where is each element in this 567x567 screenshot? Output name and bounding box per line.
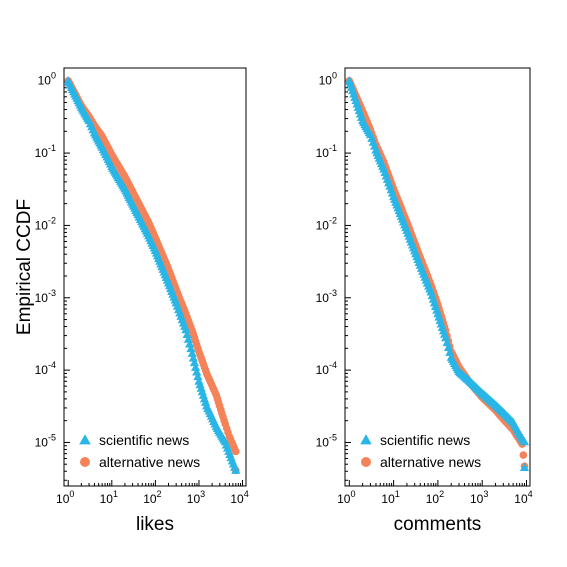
x-axis: 100 101 102 103 104 [56, 480, 249, 506]
x-axis: 100 101 102 103 104 [337, 480, 533, 506]
circle-marker [80, 457, 90, 467]
triangle-marker [192, 367, 202, 376]
series-layer [345, 76, 530, 471]
triangle-marker [79, 434, 91, 445]
y-tick-label: 10-1 [35, 143, 56, 160]
x-tick-label: 103 [470, 489, 488, 506]
triangle-marker [443, 342, 454, 352]
triangle-marker [442, 338, 452, 347]
y-tick-label: 10-5 [35, 432, 56, 449]
triangle-marker [519, 462, 530, 471]
x-tick-label: 101 [381, 489, 399, 506]
comments-panel: 100 101 102 103 104 100 10-1 10-2 10-3 10-4 10-5 co… [316, 67, 533, 535]
legend: scientific news alternative news [360, 432, 481, 470]
x-axis-title: likes [136, 514, 174, 535]
triangle-marker [193, 372, 203, 381]
x-tick-label: 101 [100, 489, 118, 506]
y-tick-label: 10-3 [35, 288, 56, 305]
series-layer [64, 76, 241, 475]
triangle-marker [182, 329, 192, 339]
y-tick-label: 10-2 [316, 215, 337, 232]
x-tick-label: 102 [426, 489, 444, 506]
triangle-marker [231, 465, 241, 474]
triangle-marker [190, 362, 201, 371]
y-tick-label: 100 [319, 71, 337, 88]
x-tick-label: 104 [230, 489, 248, 506]
triangle-marker [185, 339, 195, 348]
triangle-marker [186, 344, 196, 353]
y-axis: 100 10-1 10-2 10-3 10-4 10-5 [316, 71, 351, 481]
legend-label-scientific: scientific news [380, 432, 470, 448]
legend-label-alternative: alternative news [99, 454, 200, 470]
y-tick-label: 10-3 [316, 288, 337, 305]
y-axis-title: Empirical CCDF [14, 199, 35, 335]
triangle-marker [445, 347, 455, 356]
likes-panel: 100 101 102 103 104 100 10-1 10-2 10-3 10-4 10-5 li… [14, 67, 249, 535]
scientific-series [64, 76, 241, 474]
y-tick-label: 10-2 [35, 215, 56, 232]
x-axis-title: comments [394, 514, 482, 535]
circle-marker [231, 447, 240, 456]
x-tick-label: 100 [337, 489, 355, 506]
circle-marker [361, 457, 371, 467]
y-tick-label: 10-5 [316, 432, 337, 449]
triangle-marker [181, 325, 191, 334]
triangle-marker [441, 333, 451, 342]
triangle-marker [360, 434, 372, 445]
x-tick-label: 102 [143, 489, 161, 506]
legend-label-alternative: alternative news [380, 454, 481, 470]
x-tick-label: 104 [514, 489, 532, 506]
x-tick-label: 100 [56, 489, 74, 506]
triangle-marker [183, 334, 193, 343]
legend-label-scientific: scientific news [99, 432, 189, 448]
y-tick-label: 10-4 [35, 360, 56, 377]
x-tick-label: 103 [187, 489, 205, 506]
triangle-marker [188, 353, 198, 362]
triangle-marker [519, 437, 530, 446]
scientific-series [345, 76, 530, 471]
circle-marker [519, 451, 528, 459]
y-tick-label: 10-4 [316, 360, 337, 377]
triangle-marker [187, 348, 197, 357]
y-tick-label: 10-1 [316, 143, 337, 160]
y-tick-label: 100 [38, 71, 56, 88]
y-axis: 100 10-1 10-2 10-3 10-4 10-5 [35, 71, 70, 481]
legend: scientific news alternative news [79, 432, 200, 470]
triangle-marker [189, 358, 200, 367]
